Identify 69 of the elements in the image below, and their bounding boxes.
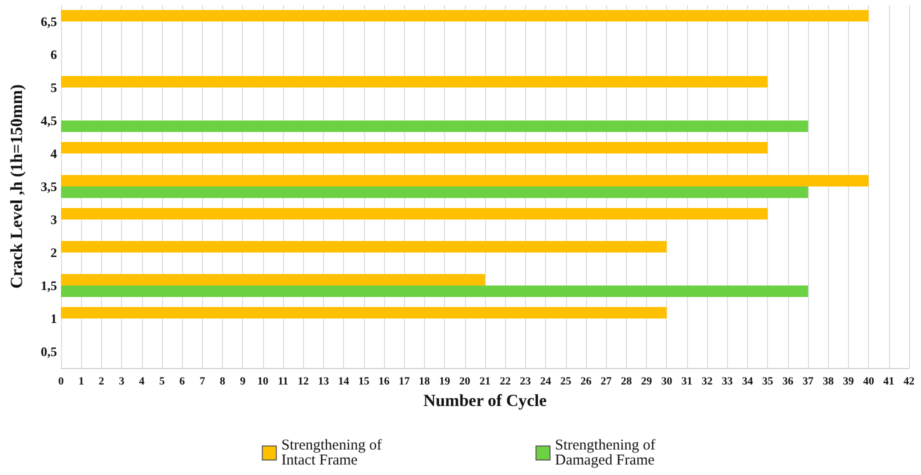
y-tick-label: 5 xyxy=(50,80,58,95)
x-tick-label: 22 xyxy=(500,376,512,388)
x-tick-label: 26 xyxy=(580,376,592,388)
x-tick-label: 36 xyxy=(782,376,794,388)
legend-label: Strengthening of Damaged Frame xyxy=(555,438,660,468)
x-tick-label: 17 xyxy=(398,376,410,388)
x-tick-label: 21 xyxy=(480,376,490,388)
x-tick-label: 18 xyxy=(418,376,430,388)
y-axis-title: Crack Level ,h (1h=150mm) xyxy=(7,84,26,289)
x-tick-label: 41 xyxy=(883,376,894,388)
bar xyxy=(61,142,768,154)
x-tick-label: 6 xyxy=(179,376,186,388)
x-tick-label: 12 xyxy=(298,376,310,388)
y-tick-label: 4 xyxy=(50,146,58,161)
bar xyxy=(61,174,869,186)
x-tick-label: 29 xyxy=(641,376,653,388)
x-tick-label: 16 xyxy=(378,376,390,388)
x-tick-label: 9 xyxy=(240,376,246,388)
x-tick-label: 23 xyxy=(520,376,532,388)
x-tick-label: 10 xyxy=(257,376,269,388)
bar xyxy=(61,10,869,22)
x-tick-label: 39 xyxy=(842,376,854,388)
x-tick-label: 32 xyxy=(702,376,714,388)
bar xyxy=(61,240,667,252)
bar xyxy=(61,76,768,88)
x-tick-label: 31 xyxy=(681,376,692,388)
x-tick-label: 8 xyxy=(220,376,226,388)
y-tick-label: 2 xyxy=(50,245,57,260)
y-tick-label: 3 xyxy=(50,212,58,227)
x-tick-label: 11 xyxy=(278,376,288,388)
legend-label: Strengthening of Intact Frame xyxy=(281,438,386,468)
x-tick-label: 34 xyxy=(742,376,754,388)
x-tick-label: 0 xyxy=(58,376,64,388)
x-tick-label: 20 xyxy=(459,376,471,388)
bar xyxy=(61,120,808,132)
x-tick-label: 1 xyxy=(78,376,84,388)
bar xyxy=(61,186,808,198)
y-tick-label: 4,5 xyxy=(40,113,58,128)
x-tick-label: 40 xyxy=(863,376,875,388)
x-tick-label: 30 xyxy=(661,376,673,388)
x-tick-label: 42 xyxy=(904,376,915,388)
bar xyxy=(61,274,485,286)
x-tick-label: 13 xyxy=(318,376,330,388)
bar xyxy=(61,208,768,220)
bar xyxy=(61,286,808,298)
x-axis-title: Number of Cycle xyxy=(423,391,548,410)
x-tick-label: 4 xyxy=(139,376,146,388)
y-tick-label: 6,5 xyxy=(40,14,58,29)
x-tick-label: 15 xyxy=(358,376,370,388)
x-tick-label: 33 xyxy=(722,376,734,388)
x-tick-label: 35 xyxy=(762,376,774,388)
x-tick-label: 27 xyxy=(600,376,612,388)
y-tick-label: 1 xyxy=(50,311,57,326)
x-tick-label: 2 xyxy=(98,376,105,388)
x-tick-label: 28 xyxy=(620,376,632,388)
y-tick-label: 0,5 xyxy=(40,344,58,359)
x-tick-label: 38 xyxy=(822,376,834,388)
bar xyxy=(61,306,667,318)
y-tick-label: 3,5 xyxy=(40,179,58,194)
x-tick-label: 37 xyxy=(802,376,814,388)
x-tick-label: 24 xyxy=(540,376,552,388)
y-tick-label: 6 xyxy=(50,47,58,62)
x-tick-label: 19 xyxy=(439,376,451,388)
x-tick-label: 7 xyxy=(200,376,206,388)
y-tick-label: 1,5 xyxy=(40,278,58,293)
x-tick-label: 5 xyxy=(159,376,166,388)
x-tick-label: 3 xyxy=(118,376,125,388)
x-tick-label: 14 xyxy=(338,376,350,388)
x-tick-label: 25 xyxy=(560,376,572,388)
